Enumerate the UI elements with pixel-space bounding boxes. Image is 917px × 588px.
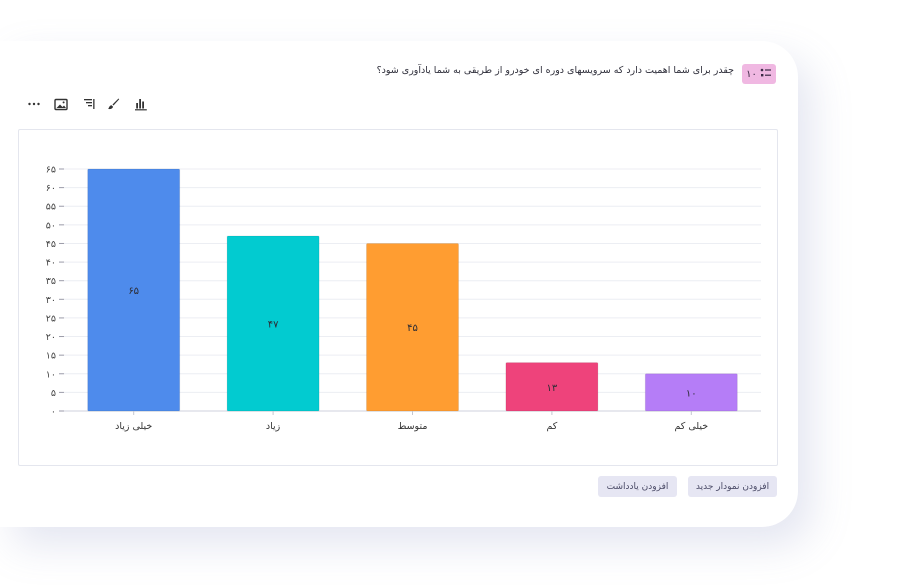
x-tick-label: زیاد (266, 421, 281, 432)
y-tick-label: ۵۵ (46, 202, 56, 213)
x-tick-label: خیلی زیاد (115, 421, 152, 432)
x-tick-label: متوسط (398, 421, 428, 432)
list-icon (760, 68, 772, 81)
y-tick-label: ۶۵ (46, 165, 56, 176)
bar-value-label: ۶۵ (128, 286, 139, 297)
y-tick-label: ۳۰ (46, 295, 56, 306)
y-tick-label: ۶۰ (46, 183, 56, 194)
bar-value-label: ۱۰ (686, 388, 697, 399)
y-tick-label: ۳۵ (46, 276, 56, 287)
x-tick-label: کم (546, 421, 557, 432)
y-tick-label: ۲۰ (46, 332, 56, 343)
sort-icon[interactable] (81, 96, 97, 112)
image-icon[interactable] (53, 96, 69, 112)
question-number: ۱۰ (746, 68, 757, 80)
y-tick-label: ۰ (51, 407, 56, 418)
y-tick-label: ۴۰ (46, 258, 56, 269)
add-note-button[interactable]: افزودن یادداشت (598, 476, 677, 497)
chart-container: ۰ ۵ ۱۰ ۱۵ ۲۰ ۲۵ ۳۰ ۳۵ ۴۰ ۴۵ ۵۰ ۵۵ ۶۰ ۶۵ ۶۵ خیلی زیاد ۴۷ ز… (18, 129, 778, 466)
question-text: چقدر برای شما اهمیت دارد که سرویسهای دور… (376, 65, 734, 76)
bar-chart: ۰ ۵ ۱۰ ۱۵ ۲۰ ۲۵ ۳۰ ۳۵ ۴۰ ۴۵ ۵۰ ۵۵ ۶۰ ۶۵ ۶۵ خیلی زیاد ۴۷ ز… (46, 165, 761, 432)
x-tick-label: خیلی کم (674, 421, 708, 432)
bar-value-label: ۴۷ (268, 320, 279, 331)
brush-icon[interactable] (105, 96, 121, 112)
more-icon[interactable] (26, 96, 42, 112)
y-tick-label: ۵ (51, 388, 56, 399)
add-chart-button[interactable]: افزودن نمودار جدید (688, 476, 777, 497)
y-tick-label: ۱۰ (46, 369, 56, 380)
y-tick-label: ۱۵ (46, 351, 56, 362)
y-tick-label: ۵۰ (46, 220, 56, 231)
bar-value-label: ۴۵ (407, 323, 418, 334)
bar-chart-icon[interactable] (133, 96, 149, 112)
bar-value-label: ۱۳ (547, 383, 558, 394)
y-tick-label: ۲۵ (46, 313, 56, 324)
question-number-badge: ۱۰ (742, 64, 776, 84)
y-tick-label: ۴۵ (46, 239, 56, 250)
